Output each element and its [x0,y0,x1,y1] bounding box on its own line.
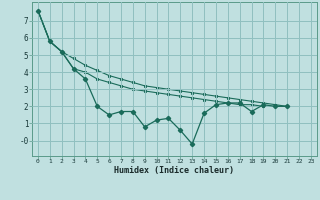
X-axis label: Humidex (Indice chaleur): Humidex (Indice chaleur) [115,166,234,175]
